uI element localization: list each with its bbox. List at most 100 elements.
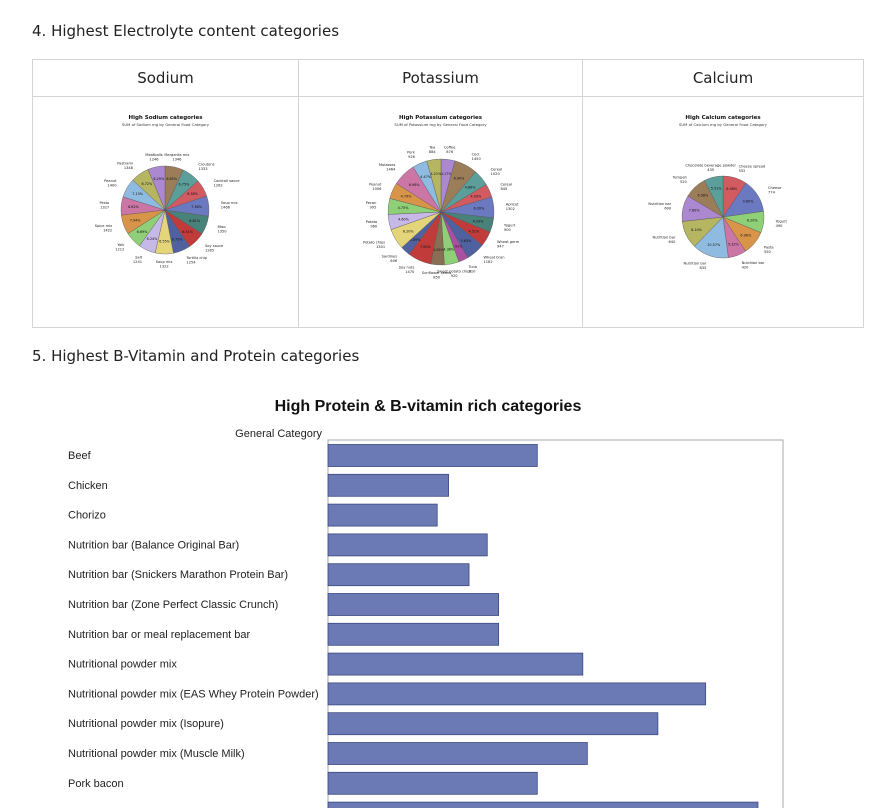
- pie-slice-label: Soup mix: [156, 260, 174, 264]
- pie-slice-value: 1246: [149, 158, 159, 162]
- pie-slice-value: 520: [680, 180, 688, 184]
- pie-slice-label: Spice mix: [95, 224, 113, 228]
- pie-slice-value: 845: [500, 187, 507, 191]
- pie-slice-label: Yogurt: [504, 224, 516, 228]
- pie-slice-value: 1464: [386, 168, 396, 172]
- pie-slice-percent: 6.82%: [128, 205, 140, 209]
- pie-slice-value: 920: [451, 274, 459, 278]
- pie-slice-value: 1254: [186, 260, 196, 264]
- pie-slice-percent: 6.69%: [137, 230, 149, 234]
- section-heading-electrolytes: 4. Highest Electrolyte content categorie…: [32, 22, 340, 40]
- pie-slice-label: Cocktail sauce: [214, 179, 241, 183]
- pie-slice-percent: 4.86%: [465, 185, 477, 189]
- pie-slice-label: Nutrition bar: [684, 261, 707, 265]
- pie-slice-value: 926: [408, 155, 416, 159]
- pie-slice-label: Cheese spread: [739, 164, 766, 168]
- pie-slice-percent: 6.85%: [166, 177, 178, 181]
- pie-slice-percent: 4.60%: [398, 217, 410, 221]
- pie-slice-value: 1241: [133, 260, 142, 264]
- category-tick-label: Nutrition bar (Snickers Marathon Protein…: [68, 569, 288, 581]
- pie-slice-value: 1262: [214, 184, 223, 188]
- pie-slice-value: 1020: [491, 172, 501, 176]
- pie-slice-percent: 4.51%: [468, 229, 480, 233]
- column-header-sodium: Sodium: [32, 59, 299, 97]
- pie-slice-label: Molasses: [379, 163, 395, 167]
- bar: [327, 533, 488, 557]
- pie-slice-value: 1350: [217, 229, 227, 233]
- pie-slice-value: 490: [776, 224, 784, 228]
- pie-slice-value: 1212: [115, 248, 124, 252]
- category-tick-label: Beef: [68, 450, 92, 462]
- pie-slice-value: 1182: [483, 260, 492, 264]
- pie-slice-value: 1327: [100, 205, 109, 209]
- pie-slice-label: Sardines: [382, 254, 398, 258]
- category-tick-label: Nutritional powder mix: [68, 659, 177, 671]
- pie-slice-percent: 4.03%: [471, 195, 483, 199]
- pie-slice-label: Tortilla chip: [185, 256, 207, 260]
- potassium-pie-cell: High Potassium categories SUM of Potassiu…: [298, 96, 583, 328]
- pie-slice-value: 774: [768, 191, 776, 195]
- pie-slice-label: Chocolate beverage powder: [685, 163, 736, 167]
- pie-slice: [147, 165, 166, 211]
- pie-title: High Sodium categories: [128, 115, 203, 121]
- pie-slice-percent: 2.91%: [452, 245, 464, 249]
- category-tick-label: Nutritional powder mix (Isopure): [68, 718, 224, 730]
- pie-slice-value: 947: [497, 244, 504, 248]
- pie-slice-label: Pork: [407, 150, 416, 154]
- pie-slice-label: Tempeh: [672, 176, 687, 180]
- pie-slice-label: Pasta: [764, 245, 774, 249]
- pie-slice-percent: 6.75%: [178, 183, 190, 187]
- bar: [327, 771, 538, 795]
- pie-slice-label: Sunflower seeds: [422, 271, 452, 275]
- bar-chart-title: High Protein & B-vitamin rich categories: [275, 398, 582, 415]
- pie-slice-value: 876: [446, 150, 454, 154]
- pie-slice-label: Coffee: [444, 146, 456, 150]
- bar: [327, 712, 659, 736]
- column-header-potassium: Potassium: [298, 59, 583, 97]
- bar: [327, 444, 538, 467]
- pie-slice-value: 435: [707, 168, 714, 172]
- category-tick-label: Chicken: [68, 480, 108, 492]
- category-tick-label: Pork bacon: [68, 778, 124, 790]
- bar: [327, 742, 588, 765]
- pie-slice-value: 884: [429, 150, 437, 154]
- category-tick-label: Chorizo: [68, 510, 106, 522]
- pie-slice: [704, 175, 724, 218]
- pie-subtitle: SUM of Calcium mg by General Food Catego…: [679, 122, 768, 127]
- pie-slice-label: Meatballs: [145, 153, 162, 157]
- pie-slice-value: 420: [742, 265, 750, 269]
- pie-subtitle: SUM of Potassium mg by General Food Cate…: [394, 122, 487, 127]
- pie-slice-percent: 6.51%: [182, 230, 194, 234]
- pie-slice-value: 610: [469, 270, 477, 274]
- pie-slice-percent: 4.05%: [433, 248, 445, 252]
- pie-slice-label: Cheese: [768, 186, 782, 190]
- pie-slice-label: Nutrition bar: [742, 261, 765, 265]
- pie-slice-label: Apricot: [506, 202, 519, 206]
- pie-slice-label: Cereal: [491, 167, 503, 171]
- sodium-pie-cell: High Sodium categories SUM of Sodium mg b…: [32, 96, 299, 328]
- pie-slice-value: 1006: [372, 187, 382, 191]
- category-tick-label: Nutritional powder mix (Muscle Milk): [68, 748, 245, 760]
- pie-slice-label: Potato: [366, 220, 377, 224]
- pie-slice-label: Margarita mix: [164, 153, 190, 157]
- pie-slice: [426, 158, 442, 213]
- pie-slice-label: Salt: [135, 255, 142, 259]
- pie-slice-percent: 6.38%: [187, 192, 199, 196]
- pie-slice-percent: 4.29%: [473, 219, 485, 223]
- pie-slice-percent: 8.10%: [691, 228, 703, 232]
- pie-slice-percent: 7.13%: [132, 192, 144, 196]
- pie-slice-percent: 7.38%: [191, 205, 203, 209]
- pie-slice-value: 600: [664, 207, 672, 211]
- pie-slice-label: Yogurt: [776, 219, 788, 223]
- pie-title: High Potassium categories: [399, 115, 483, 121]
- pie-slice-percent: 6.72%: [141, 182, 153, 186]
- pie-slice-percent: 6.55%: [159, 240, 171, 244]
- pie-slice-label: Croutons: [198, 163, 214, 167]
- pie-slice-label: Yolk: [117, 243, 125, 247]
- pie-slice-percent: 6.20%: [747, 219, 759, 223]
- bar: [327, 503, 438, 527]
- pie-slice-value: 1302: [506, 207, 515, 211]
- pie-slice-percent: 7.60%: [689, 209, 701, 213]
- pie-slice-percent: 7.94%: [130, 219, 142, 223]
